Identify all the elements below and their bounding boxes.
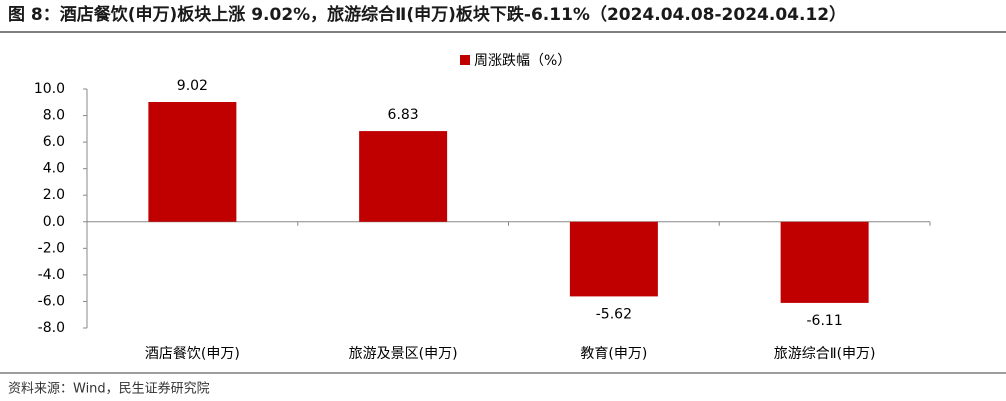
value-label: 6.83 [388,107,419,123]
value-label: -6.11 [807,313,843,329]
x-tick-label: 教育(申万) [580,346,647,362]
x-tick-label: 旅游及景区(申万) [349,346,458,362]
value-label: 9.02 [177,78,208,94]
y-tick-label: 10.0 [34,81,65,97]
bar [780,221,869,303]
y-tick-label: 2.0 [43,187,65,203]
y-tick-label: -4.0 [38,267,65,283]
y-tick-label: -6.0 [38,293,65,309]
y-tick-label: -8.0 [38,320,65,336]
legend-label: 周涨跌幅（%） [474,53,571,69]
chart-title: 图 8：酒店餐饮(申万)板块上涨 9.02%，旅游综合Ⅱ(申万)板块下跌-6.1… [8,4,846,25]
bar [148,102,237,222]
bar [569,221,658,297]
y-tick-label: 8.0 [43,108,65,124]
bar [359,131,448,222]
x-tick-label: 旅游综合Ⅱ(申万) [774,346,876,362]
y-tick-label: -2.0 [38,240,65,256]
value-label: -5.62 [596,306,632,322]
legend-swatch [460,55,470,65]
y-tick-label: 0.0 [43,214,65,230]
y-tick-label: 4.0 [43,161,65,177]
source: 资料来源：Wind，民生证券研究院 [8,381,210,397]
y-tick-label: 6.0 [43,134,65,150]
x-tick-label: 酒店餐饮(申万) [145,346,240,362]
